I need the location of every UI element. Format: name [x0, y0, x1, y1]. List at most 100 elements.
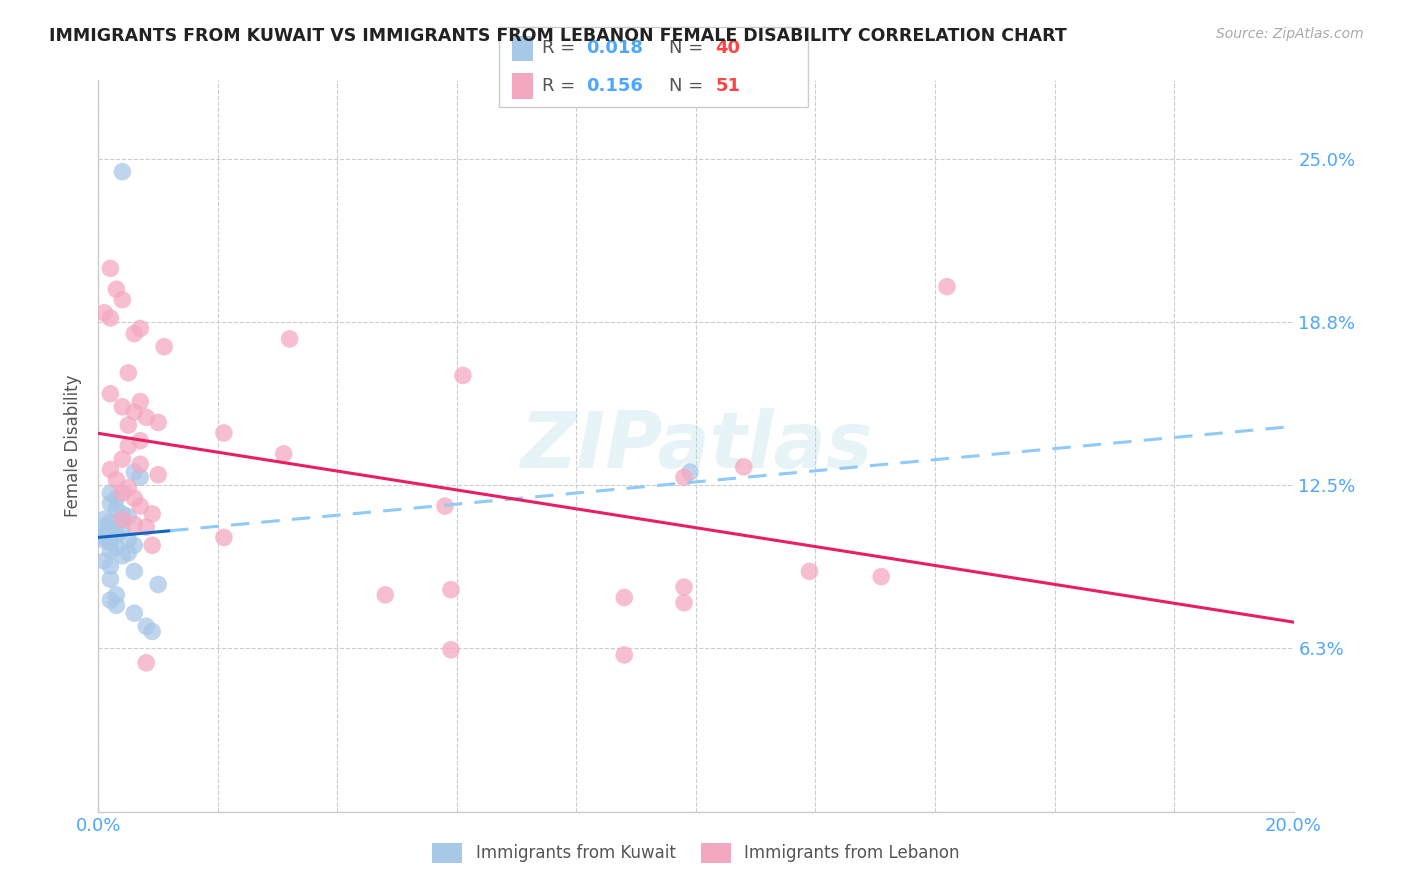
- Point: [105, 517, 128, 532]
- Text: R =: R =: [543, 78, 582, 95]
- Point: [105, 473, 128, 487]
- Point: [117, 533, 139, 547]
- Text: ZIPatlas: ZIPatlas: [520, 408, 872, 484]
- Point: [733, 459, 755, 474]
- Point: [98, 486, 122, 500]
- Point: [129, 321, 152, 335]
- Point: [98, 515, 122, 529]
- Point: [124, 517, 146, 532]
- Point: [135, 656, 157, 670]
- Point: [273, 447, 295, 461]
- Point: [117, 439, 139, 453]
- Point: [117, 366, 139, 380]
- Point: [98, 593, 122, 607]
- Point: [124, 606, 146, 620]
- Point: [135, 619, 157, 633]
- Point: [673, 580, 696, 594]
- Point: [93, 306, 115, 320]
- Point: [129, 434, 152, 448]
- Point: [673, 596, 696, 610]
- Point: [212, 425, 235, 440]
- Point: [111, 549, 134, 563]
- Point: [799, 565, 821, 579]
- Point: [105, 588, 128, 602]
- Text: 0.156: 0.156: [586, 78, 643, 95]
- Point: [111, 452, 134, 467]
- Point: [434, 499, 457, 513]
- Point: [124, 326, 146, 341]
- Point: [98, 496, 122, 510]
- Point: [105, 528, 128, 542]
- Point: [98, 462, 122, 476]
- Point: [440, 582, 463, 597]
- Point: [148, 467, 170, 482]
- FancyBboxPatch shape: [512, 73, 533, 99]
- Point: [141, 624, 163, 639]
- Point: [374, 588, 396, 602]
- Text: 51: 51: [716, 78, 741, 95]
- Point: [135, 410, 157, 425]
- Text: Source: ZipAtlas.com: Source: ZipAtlas.com: [1216, 27, 1364, 41]
- Point: [98, 261, 122, 276]
- Point: [141, 538, 163, 552]
- Point: [105, 491, 128, 506]
- Point: [117, 481, 139, 495]
- Text: 0.018: 0.018: [586, 39, 643, 57]
- Point: [105, 541, 128, 555]
- Point: [98, 559, 122, 574]
- Point: [111, 523, 134, 537]
- Point: [93, 512, 115, 526]
- Point: [98, 311, 122, 326]
- Point: [153, 340, 176, 354]
- Point: [105, 501, 128, 516]
- Point: [870, 569, 893, 583]
- Point: [93, 530, 115, 544]
- Point: [98, 523, 122, 537]
- Point: [98, 543, 122, 558]
- Text: 40: 40: [716, 39, 741, 57]
- Point: [98, 386, 122, 401]
- Point: [93, 528, 115, 542]
- Point: [105, 599, 128, 613]
- Point: [111, 507, 134, 521]
- Point: [673, 470, 696, 484]
- Point: [105, 282, 128, 296]
- Point: [613, 648, 636, 662]
- Point: [111, 400, 134, 414]
- Point: [679, 465, 702, 479]
- Point: [93, 520, 115, 534]
- Text: N =: N =: [669, 39, 709, 57]
- Point: [129, 394, 152, 409]
- Point: [124, 538, 146, 552]
- Legend: Immigrants from Kuwait, Immigrants from Lebanon: Immigrants from Kuwait, Immigrants from …: [426, 837, 966, 869]
- Point: [93, 554, 115, 568]
- Point: [98, 530, 122, 544]
- Point: [124, 565, 146, 579]
- Point: [98, 535, 122, 549]
- Point: [98, 572, 122, 586]
- Y-axis label: Female Disability: Female Disability: [65, 375, 83, 517]
- Point: [111, 164, 134, 178]
- Point: [124, 405, 146, 419]
- Point: [936, 279, 959, 293]
- Point: [117, 546, 139, 560]
- Point: [129, 457, 152, 471]
- Point: [141, 507, 163, 521]
- Point: [135, 520, 157, 534]
- Point: [98, 525, 122, 540]
- Point: [129, 499, 152, 513]
- Point: [148, 577, 170, 591]
- Point: [212, 530, 235, 544]
- Text: N =: N =: [669, 78, 709, 95]
- Point: [111, 512, 134, 526]
- Point: [117, 418, 139, 433]
- Point: [111, 486, 134, 500]
- Point: [111, 293, 134, 307]
- Point: [93, 533, 115, 547]
- Point: [451, 368, 474, 383]
- FancyBboxPatch shape: [512, 36, 533, 62]
- Point: [124, 491, 146, 506]
- FancyBboxPatch shape: [499, 27, 808, 107]
- Point: [117, 509, 139, 524]
- Point: [440, 642, 463, 657]
